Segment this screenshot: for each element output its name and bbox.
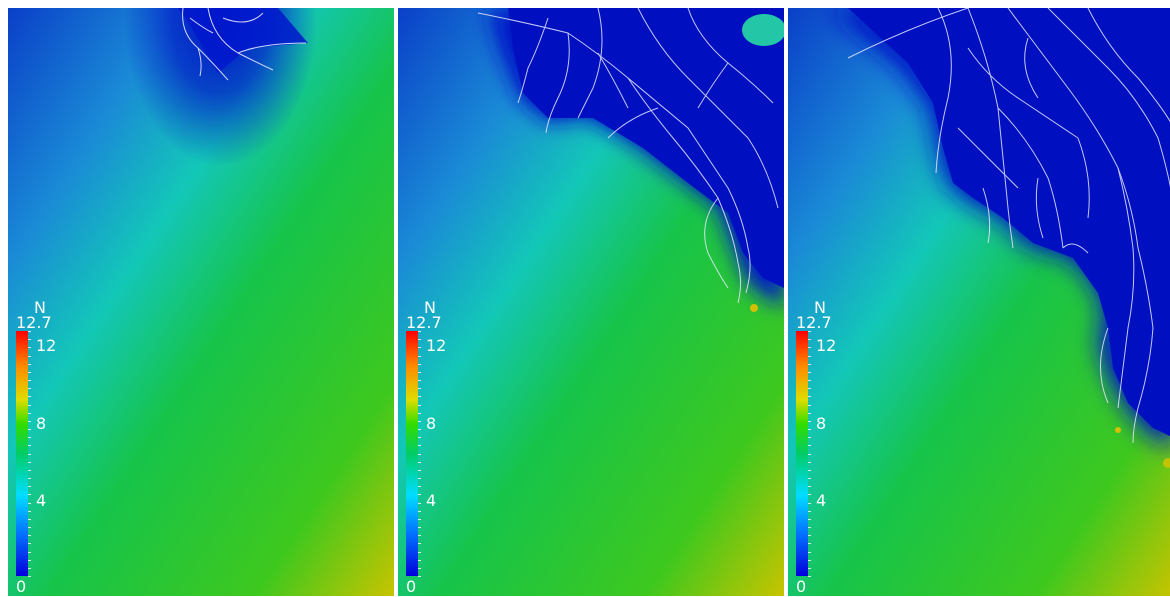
nutrient-field-image [8, 8, 394, 596]
nutrient-field-image [788, 8, 1170, 596]
simulation-panel-2: N 12.7 12 8 4 0 [398, 8, 784, 596]
simulation-panel-1: N 12.7 12 8 4 0 [8, 8, 394, 596]
simulation-panel-3: N 12.7 12 8 4 0 [788, 8, 1170, 596]
nutrient-field-image [398, 8, 784, 596]
